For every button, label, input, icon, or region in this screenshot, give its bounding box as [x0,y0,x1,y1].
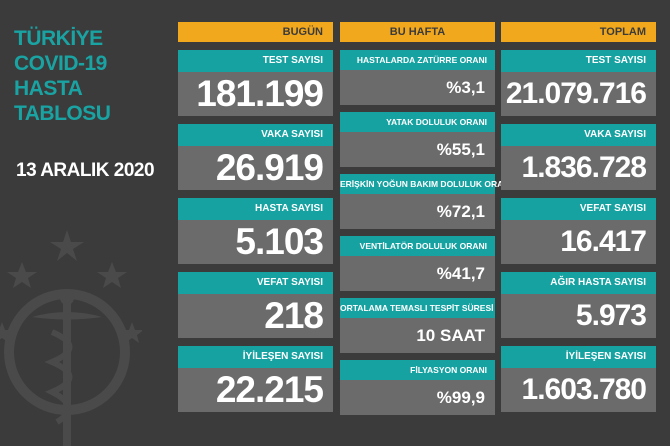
card-value: 1.603.780 [501,368,656,412]
today-patient-card: HASTA SAYISI 5.103 [178,198,333,264]
card-value: 5.103 [178,220,333,264]
card-label: VEFAT SAYISI [501,198,656,220]
total-test-card: TEST SAYISI 21.079.716 [501,50,656,116]
total-severe-card: AĞIR HASTA SAYISI 5.973 [501,272,656,338]
card-value: 10 SAAT [340,318,495,353]
card-label: YATAK DOLULUK ORANI [340,112,495,132]
today-test-card: TEST SAYISI 181.199 [178,50,333,116]
card-label: HASTA SAYISI [178,198,333,220]
card-value: 1.836.728 [501,146,656,190]
page-title: TÜRKİYE COVID-19 HASTA TABLOSU [14,26,174,126]
week-pneumonia-card: HASTALARDA ZATÜRRE ORANI %3,1 [340,50,495,105]
card-label: İYİLEŞEN SAYISI [501,346,656,368]
week-ventilator-card: VENTİLATÖR DOLULUK ORANI %41,7 [340,236,495,291]
week-contact-time-card: ORTALAMA TEMASLI TESPİT SÜRESİ 10 SAAT [340,298,495,353]
card-label: VAKA SAYISI [178,124,333,146]
today-case-card: VAKA SAYISI 26.919 [178,124,333,190]
card-value: 218 [178,294,333,338]
today-death-card: VEFAT SAYISI 218 [178,272,333,338]
left-panel: TÜRKİYE COVID-19 HASTA TABLOSU 13 ARALIK… [0,0,178,446]
total-case-card: VAKA SAYISI 1.836.728 [501,124,656,190]
ministry-emblem-icon [0,230,142,446]
card-label: İYİLEŞEN SAYISI [178,346,333,368]
header-week: BU HAFTA [340,22,495,42]
card-label: TEST SAYISI [501,50,656,72]
title-line: COVID-19 [14,52,107,75]
title-line: TÜRKİYE [14,27,103,50]
card-value: %72,1 [340,194,495,229]
card-value: 26.919 [178,146,333,190]
card-value: %99,9 [340,380,495,415]
card-label: TEST SAYISI [178,50,333,72]
card-label: FİLYASYON ORANI [340,360,495,380]
card-label: VENTİLATÖR DOLULUK ORANI [340,236,495,256]
card-value: 22.215 [178,368,333,412]
title-line: HASTA [14,77,83,100]
card-value: 21.079.716 [501,72,656,116]
week-icu-occupancy-card: ERİŞKİN YOĞUN BAKIM DOLULUK ORANI %72,1 [340,174,512,229]
card-value: %3,1 [340,70,495,105]
card-value: 5.973 [501,294,656,338]
week-filiation-card: FİLYASYON ORANI %99,9 [340,360,495,415]
card-label: VAKA SAYISI [501,124,656,146]
card-value: 181.199 [178,72,333,116]
card-label: ORTALAMA TEMASLI TESPİT SÜRESİ [340,298,495,318]
card-label: AĞIR HASTA SAYISI [501,272,656,294]
header-total: TOPLAM [501,22,656,42]
week-bed-occupancy-card: YATAK DOLULUK ORANI %55,1 [340,112,495,167]
header-today: BUGÜN [178,22,333,42]
card-value: %55,1 [340,132,495,167]
card-label: HASTALARDA ZATÜRRE ORANI [340,50,495,70]
card-label: VEFAT SAYISI [178,272,333,294]
card-value: %41,7 [340,256,495,291]
card-label: ERİŞKİN YOĞUN BAKIM DOLULUK ORANI [340,174,512,194]
card-value: 16.417 [501,220,656,264]
today-recovered-card: İYİLEŞEN SAYISI 22.215 [178,346,333,412]
title-line: TABLOSU [14,102,111,125]
report-date: 13 ARALIK 2020 [16,160,155,181]
total-death-card: VEFAT SAYISI 16.417 [501,198,656,264]
total-recovered-card: İYİLEŞEN SAYISI 1.603.780 [501,346,656,412]
